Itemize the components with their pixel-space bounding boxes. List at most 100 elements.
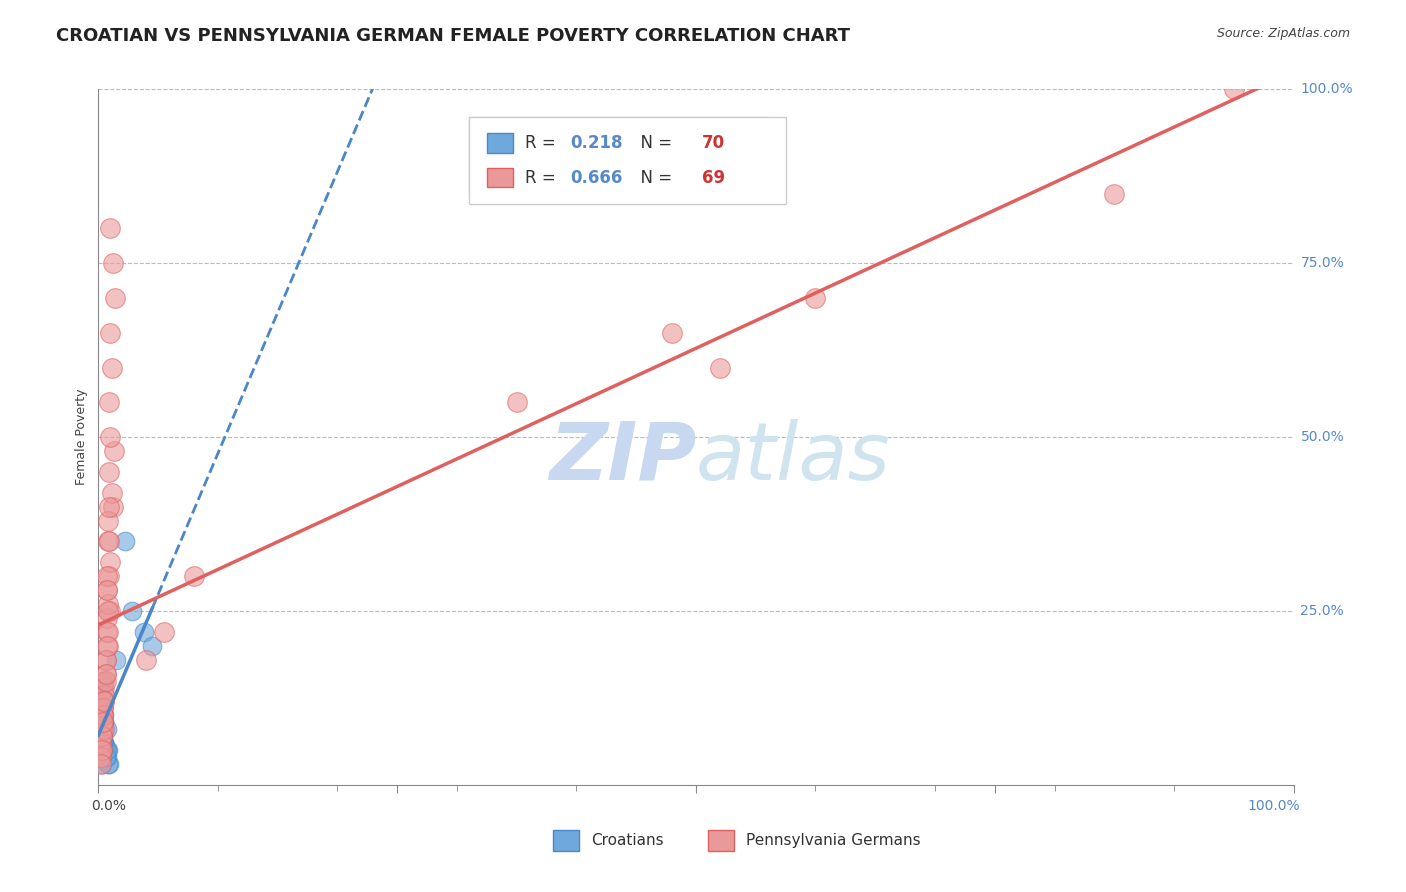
Text: 25.0%: 25.0% (1301, 604, 1344, 618)
Text: N =: N = (630, 169, 678, 186)
Text: 69: 69 (702, 169, 725, 186)
Point (90, 723, 112, 737)
Text: 75.0%: 75.0% (1301, 256, 1344, 270)
Text: 100.0%: 100.0% (1249, 799, 1301, 813)
Point (91, 715, 114, 730)
Point (90, 688, 112, 702)
Point (97, 757, 120, 772)
Point (90, 736, 112, 750)
Point (91, 701, 114, 715)
Point (94, 750, 117, 764)
Y-axis label: Female Poverty: Female Poverty (75, 389, 89, 485)
Text: 100.0%: 100.0% (1301, 82, 1353, 96)
Point (94, 653, 117, 667)
Point (93, 723, 115, 737)
Point (90, 743, 112, 757)
Point (91, 729, 114, 743)
Point (96, 583, 118, 598)
Point (96, 639, 118, 653)
Point (91, 715, 114, 730)
Point (104, 291, 127, 305)
Point (153, 624, 176, 639)
Text: 0.0%: 0.0% (91, 799, 127, 813)
Point (93, 694, 115, 708)
Point (90, 701, 112, 715)
Point (96, 624, 118, 639)
Point (93, 736, 115, 750)
Point (93, 708, 115, 723)
Point (94, 673, 117, 688)
Point (89, 743, 111, 757)
Point (91, 743, 114, 757)
Point (91, 736, 114, 750)
Point (90, 757, 112, 772)
Text: 50.0%: 50.0% (1301, 430, 1344, 444)
Point (100, 360, 122, 375)
Point (98, 757, 121, 772)
Point (91, 701, 114, 715)
Point (121, 604, 143, 618)
Point (90, 694, 112, 708)
Point (91, 729, 114, 743)
Text: 0.666: 0.666 (571, 169, 623, 186)
Point (105, 653, 128, 667)
Bar (486, 168, 513, 187)
Point (93, 694, 115, 708)
Point (89, 708, 111, 723)
Point (90, 715, 112, 730)
Point (89, 681, 111, 695)
Bar (553, 830, 579, 851)
Point (89, 688, 111, 702)
Point (91, 729, 114, 743)
Point (89, 694, 111, 708)
Point (91, 729, 114, 743)
Bar (709, 830, 734, 851)
Point (91, 694, 114, 708)
Point (89, 688, 111, 702)
Text: Pennsylvania Germans: Pennsylvania Germans (747, 833, 921, 848)
Point (89, 708, 111, 723)
Point (114, 534, 136, 549)
Point (90, 729, 112, 743)
Point (98, 555, 122, 569)
Point (96, 743, 118, 757)
Point (101, 256, 124, 270)
Point (93, 688, 115, 702)
Point (98, 604, 122, 618)
Point (94, 666, 117, 681)
Point (98, 465, 121, 479)
Text: ZIP: ZIP (548, 419, 696, 497)
Point (91, 757, 114, 772)
Point (98, 569, 121, 583)
Point (91, 723, 114, 737)
Point (91, 723, 114, 737)
Point (98, 326, 122, 340)
Text: Croatians: Croatians (591, 833, 664, 848)
Point (1223, 82, 1246, 96)
Point (91, 708, 114, 723)
Point (135, 653, 157, 667)
Point (90, 715, 112, 730)
Point (97, 514, 120, 528)
Point (91, 694, 114, 708)
Point (98, 534, 121, 549)
Point (97, 743, 120, 757)
Point (90, 736, 112, 750)
Text: atlas: atlas (696, 419, 891, 497)
Point (96, 583, 118, 598)
Point (91, 701, 114, 715)
Point (91, 701, 114, 715)
Point (90, 750, 112, 764)
Point (96, 723, 118, 737)
Point (96, 611, 118, 625)
Point (132, 624, 155, 639)
Point (89, 723, 111, 737)
Point (709, 360, 731, 375)
Point (89, 694, 111, 708)
Point (91, 743, 114, 757)
Point (91, 723, 114, 737)
Point (94, 743, 117, 757)
Point (90, 723, 112, 737)
Point (141, 639, 163, 653)
Point (91, 729, 114, 743)
